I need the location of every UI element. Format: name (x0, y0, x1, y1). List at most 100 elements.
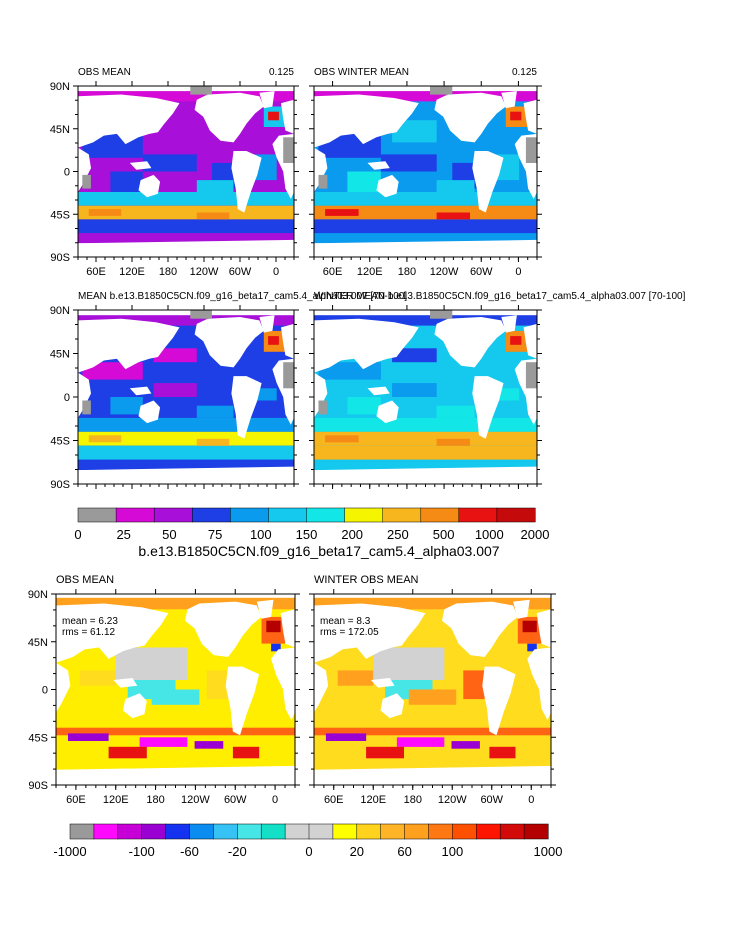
land-mask (283, 137, 294, 163)
southern-band (56, 727, 295, 736)
land-mask (283, 362, 294, 389)
x-tick-label: 120E (103, 794, 129, 806)
colorbar-swatch (523, 823, 549, 840)
southern-band (314, 727, 551, 736)
colorbar-label: -60 (180, 844, 199, 859)
land (370, 678, 395, 688)
x-tick-label: 180 (159, 266, 177, 278)
ocean-region (153, 383, 197, 397)
colorbar-swatch (260, 823, 286, 840)
land (129, 386, 152, 396)
y-tick-label: 90N (50, 81, 70, 93)
colorbar-swatch (404, 823, 430, 840)
arctic-band (78, 315, 294, 326)
southern-band (314, 192, 537, 206)
colorbar-label: 250 (387, 527, 409, 542)
north-atlantic-core (510, 336, 522, 345)
x-tick-label: 0 (515, 266, 521, 278)
ocean-field (314, 597, 551, 785)
ocean-region (392, 348, 437, 363)
ocean-region (151, 689, 200, 705)
land (367, 386, 390, 396)
ocean-region (79, 670, 116, 686)
panel-title: MEAN b.e13.B1850C5CN.f09_g16_beta17_cam5… (78, 291, 407, 302)
southern-negative (396, 737, 445, 747)
land (256, 599, 274, 619)
colorbar-label: 1000 (475, 527, 504, 542)
land (194, 317, 264, 368)
colorbar-swatch (284, 823, 310, 840)
land (472, 376, 504, 439)
ocean-region (347, 171, 381, 192)
colorbar-swatch (213, 823, 238, 840)
colorbar-swatch (308, 823, 334, 840)
arctic-band (314, 91, 537, 102)
panel-title: WINTER MEAN b.e13.B1850C5CN.f09_g16_beta… (314, 291, 686, 302)
north-atlantic-core (268, 336, 279, 345)
mean-colorbar: 0 25 50 75 100 150 200 250 500 1000 2000 b.e13.B185… (74, 507, 549, 559)
corner-value: 0.125 (269, 67, 294, 78)
panel-title: OBS MEAN (78, 67, 131, 78)
x-tick-label: 180 (146, 794, 164, 806)
y-tick-label: 90S (28, 780, 48, 792)
colorbar-swatch (268, 507, 308, 523)
ocean-field (56, 597, 295, 785)
land (434, 317, 506, 368)
land (376, 400, 399, 424)
colorbar-label: 75 (208, 527, 222, 542)
land (185, 601, 262, 657)
hot-spot (196, 212, 230, 220)
colorbar-swatch (69, 823, 95, 840)
y-tick-label: 45S (28, 732, 48, 744)
x-tick-label: 0 (272, 794, 278, 806)
x-tick-label: 60W (224, 794, 247, 806)
land (113, 678, 138, 688)
colorbar-swatch (356, 823, 382, 840)
ocean-region (392, 383, 437, 397)
ocean-region (380, 154, 437, 172)
x-tick-label: 0 (528, 794, 534, 806)
land-mask (318, 174, 328, 189)
land (501, 315, 517, 333)
y-tick-label: 45N (50, 124, 70, 136)
southern-negative (139, 737, 188, 747)
ocean-region (206, 670, 229, 700)
colorbar-label: 100 (442, 844, 464, 859)
land (314, 372, 328, 418)
southern-band (78, 192, 294, 206)
land (523, 323, 537, 359)
x-tick-label: 60W (229, 266, 252, 278)
colorbar-swatch (77, 507, 117, 523)
x-tick-label: 120W (438, 794, 467, 806)
land (376, 174, 399, 198)
land (138, 174, 161, 198)
ocean-field (78, 310, 294, 484)
hot-spot (436, 212, 470, 220)
land-mask (430, 86, 453, 95)
stat-rms: rms = 172.05 (320, 627, 379, 638)
ocean-field (314, 310, 537, 484)
y-tick-label: 90N (28, 589, 48, 601)
ocean-field (78, 86, 294, 257)
ocean-region (153, 120, 197, 143)
y-tick-label: 0 (42, 685, 48, 697)
land (78, 239, 294, 257)
southern-band (78, 417, 294, 432)
southern-positive (232, 746, 260, 759)
y-tick-label: 90N (50, 305, 70, 317)
land (56, 765, 295, 785)
land (482, 666, 516, 736)
land-mask (525, 137, 537, 163)
arctic-band (314, 597, 551, 610)
colorbar-label: 25 (116, 527, 130, 542)
colorbar-swatch (189, 823, 214, 840)
ocean-region (337, 670, 374, 686)
land-mask (190, 86, 212, 95)
southern-negative (451, 741, 480, 749)
colorbar-label: 150 (296, 527, 318, 542)
colorbar-label: 0 (74, 527, 81, 542)
ocean-region (110, 171, 143, 192)
land (78, 466, 294, 484)
southern-band (78, 445, 294, 460)
land-mask (430, 310, 453, 319)
